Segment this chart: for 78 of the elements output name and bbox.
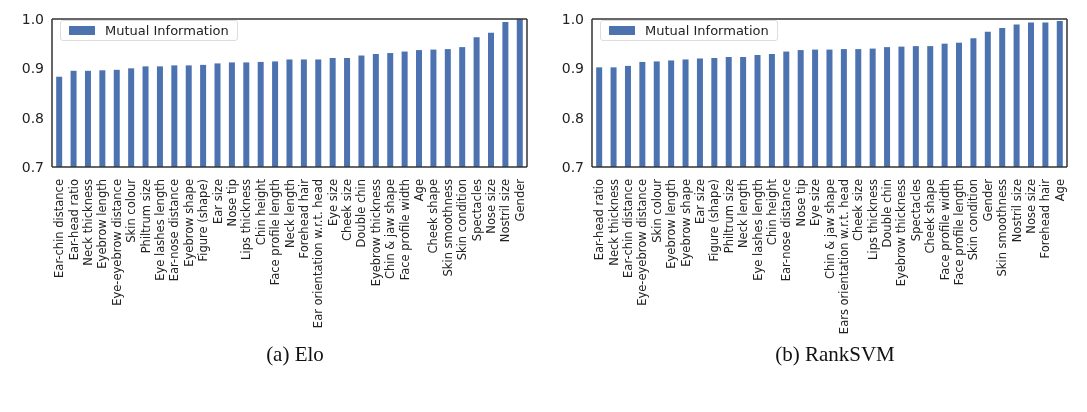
x-tick-label: Ear-nose distance (167, 179, 182, 282)
x-tick-label: Forehead hair (1038, 178, 1053, 259)
x-tick-label: Eye size (808, 179, 823, 227)
y-tick-label: 1.0 (561, 10, 584, 27)
x-tick-label: Philtrum size (721, 179, 736, 254)
x-tick-label: Eye lashes length (152, 179, 167, 281)
x-tick-label: Age (412, 179, 427, 202)
x-tick-label: Skin colour (649, 178, 664, 243)
x-tick-label: Lips thickness (865, 179, 880, 260)
x-tick-label: Cheek size (340, 179, 355, 242)
x-tick-label: Ear size (210, 179, 225, 224)
x-tick-label: Face profile length (268, 179, 283, 286)
x-tick-label: Ear size (692, 179, 707, 224)
x-tick-label: Eye lashes length (750, 179, 765, 281)
x-tick-label: Philtrum size (138, 179, 153, 254)
y-tick-label: 0.8 (21, 109, 44, 126)
x-tick-label: Neck thickness (606, 178, 621, 266)
x-tick-label: Eye-eyebrow distance (109, 179, 124, 306)
x-tick-label: Nose tip (793, 179, 808, 227)
legend-label: Mutual Information (645, 23, 769, 38)
x-tick-label: Neck length (736, 179, 751, 248)
x-tick-label: Age (1052, 179, 1067, 202)
x-tick-label: Chin height (253, 178, 268, 246)
y-tick-label: 0.8 (561, 109, 584, 126)
y-tick-label: 0.9 (561, 60, 584, 77)
x-tick-label: Skin condition (455, 179, 470, 261)
x-tick-label: Eyebrow shape (678, 179, 693, 267)
x-tick-label: Face profile width (397, 179, 412, 281)
x-tick-label: Cheek size (851, 179, 866, 242)
x-tick-label: Eyebrow length (95, 179, 110, 269)
y-tick-label: 0.7 (561, 158, 584, 175)
y-tick-label: 0.7 (21, 158, 44, 175)
x-tick-label: Skin condition (966, 179, 981, 261)
x-tick-label: Chin & jaw shape (383, 179, 398, 280)
x-tick-label: Ear-chin distance (52, 179, 67, 278)
x-tick-label: Double chin (880, 179, 895, 248)
x-tick-label: Figure (shape) (707, 179, 722, 262)
legend-label: Mutual Information (105, 23, 229, 38)
x-tick-label: Skin smoothness (995, 179, 1010, 277)
x-tick-label: Nose size (484, 179, 499, 234)
text: (a) Elo (265, 342, 325, 367)
x-tick-label: Chin & jaw shape (822, 179, 837, 280)
x-tick-label: Eye size (325, 179, 340, 227)
x-tick-label: Neck length (282, 179, 297, 248)
x-tick-label: Skin smoothness (440, 179, 455, 277)
x-tick-label: Nostril size (498, 179, 513, 243)
x-tick-label: Ear-chin distance (620, 179, 635, 278)
x-tick-label: Figure (shape) (196, 179, 211, 262)
x-tick-label: Ear-head ratio (66, 179, 81, 261)
x-tick-label: Nose size (1024, 179, 1039, 234)
x-tick-label: Nostril size (1009, 179, 1024, 243)
x-tick-label: Ear-nose distance (779, 179, 794, 282)
x-tick-label: Lips thickness (239, 179, 254, 260)
x-tick-label: Cheek shape (426, 179, 441, 254)
x-tick-label: Face profile width (937, 179, 952, 281)
x-tick-label: Eyebrow shape (181, 179, 196, 267)
x-tick-label: Neck thickness (80, 178, 95, 266)
y-tick-label: 0.9 (21, 60, 44, 77)
x-tick-label: Double chin (354, 179, 369, 248)
x-tick-label: Eye-eyebrow distance (635, 179, 650, 306)
x-tick-label: Eyebrow length (664, 179, 679, 269)
x-tick-label: Skin colour (124, 178, 139, 243)
x-tick-label: Ears orientation w.r.t. head (836, 179, 851, 335)
x-tick-label: Gender (980, 178, 995, 222)
x-tick-label: Cheek shape (923, 179, 938, 254)
x-tick-label: Eyebrow thickness (368, 178, 383, 287)
x-tick-label: Ear-head ratio (592, 179, 607, 261)
text: (b) RankSVM (774, 342, 896, 367)
x-tick-label: Spectacles (469, 178, 484, 242)
x-tick-label: Eyebrow thickness (894, 178, 909, 287)
x-tick-label: Forehead hair (296, 178, 311, 259)
x-tick-label: Chin height (764, 178, 779, 246)
x-tick-label: Nose tip (224, 179, 239, 227)
x-tick-label: Spectacles (908, 178, 923, 242)
x-tick-label: Gender (512, 178, 527, 222)
x-tick-label: Face profile length (952, 179, 967, 286)
y-tick-label: 1.0 (21, 10, 44, 27)
x-tick-label: Ear orientation w.r.t. head (311, 179, 326, 329)
